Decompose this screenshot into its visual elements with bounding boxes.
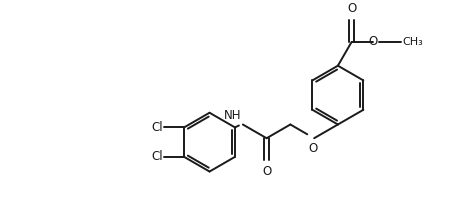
Text: CH₃: CH₃ [402, 37, 424, 47]
Text: NH: NH [223, 109, 241, 122]
Text: O: O [262, 165, 271, 178]
Text: O: O [369, 35, 378, 49]
Text: O: O [309, 142, 318, 155]
Text: Cl: Cl [151, 150, 163, 163]
Text: O: O [347, 2, 356, 15]
Text: Cl: Cl [151, 121, 163, 134]
